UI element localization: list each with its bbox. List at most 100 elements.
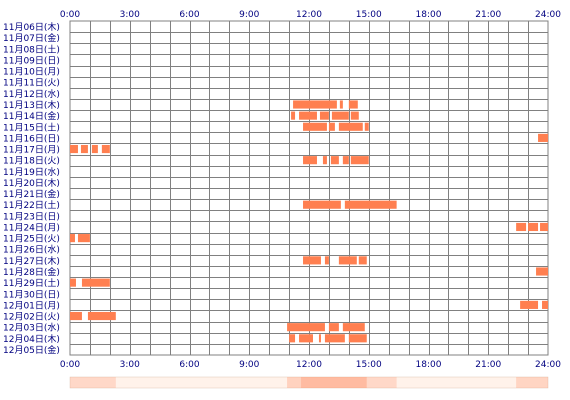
x-tick-label-bottom: 21:00 — [475, 360, 501, 370]
row-label: 11月19日(水) — [3, 166, 60, 178]
row-label: 11月24日(月) — [3, 222, 60, 233]
x-tick-label-top: 0:00 — [60, 10, 80, 20]
x-tick-label-top: 15:00 — [356, 10, 382, 20]
summary-strip — [69, 376, 549, 389]
activity-bar — [324, 256, 329, 265]
x-tick-label-top: 9:00 — [239, 10, 259, 20]
activity-bar — [70, 144, 78, 154]
activity-bar — [331, 111, 349, 120]
activity-bar — [70, 278, 76, 287]
x-axis-bottom-ticks: 0:00 3:00 6:00 9:00 12:00 15:00 18:00 21:00 24:0… — [60, 360, 561, 370]
activity-bar — [338, 122, 363, 131]
activity-bar — [287, 323, 325, 332]
row-label: 11月27日(木) — [3, 255, 60, 267]
activity-bar — [291, 111, 296, 120]
row-label: 11月07日(金) — [3, 32, 60, 44]
x-tick-label-top: 3:00 — [120, 10, 140, 20]
activity-bar — [299, 111, 317, 120]
activity-bar — [339, 100, 343, 109]
x-tick-label-top: 21:00 — [475, 10, 501, 20]
activity-bar — [319, 111, 329, 120]
activity-bar — [330, 156, 339, 165]
activity-bar — [350, 111, 359, 120]
activity-bar — [328, 323, 339, 332]
activity-bar — [328, 122, 335, 131]
row-label: 11月11日(火) — [3, 78, 60, 89]
activity-bar — [101, 144, 110, 154]
x-tick-label-bottom: 9:00 — [239, 360, 259, 370]
x-tick-label-top: 6:00 — [179, 10, 199, 20]
activity-bar — [70, 311, 82, 321]
row-label: 11月13日(木) — [3, 99, 60, 111]
activity-bar — [70, 234, 75, 243]
summary-strip-segment — [301, 377, 367, 388]
activity-bar — [303, 156, 317, 165]
activity-bar — [303, 122, 327, 131]
row-label: 11月23日(日) — [3, 211, 60, 222]
activity-bar — [87, 311, 116, 321]
row-label: 11月12日(水) — [3, 88, 60, 100]
summary-strip-background — [69, 376, 549, 389]
activity-bar — [91, 144, 98, 154]
row-label: 11月26日(水) — [3, 244, 60, 256]
row-label: 11月17日(月) — [3, 145, 60, 156]
activity-bar — [299, 334, 313, 343]
row-label: 12月04日(木) — [3, 333, 60, 345]
row-label: 12月03日(水) — [3, 322, 60, 334]
activity-bar — [318, 334, 321, 343]
row-labels: 11月06日(木)11月07日(金)11月08日(土)11月09日(日) 11月1… — [3, 21, 60, 356]
activity-bars — [70, 100, 548, 343]
row-label: 11月08日(土) — [3, 43, 60, 55]
x-tick-label-bottom: 0:00 — [60, 360, 80, 370]
activity-bar — [542, 300, 548, 309]
x-tick-label-top: 18:00 — [416, 10, 442, 20]
activity-bar — [322, 156, 327, 165]
activity-bar — [80, 144, 88, 154]
activity-bar — [344, 200, 397, 209]
row-label: 11月30日(日) — [3, 289, 60, 300]
activity-bar — [342, 156, 349, 165]
row-label: 11月15日(土) — [3, 121, 60, 133]
activity-bar — [358, 256, 367, 265]
activity-bar — [289, 334, 296, 343]
row-label: 11月21日(金) — [3, 188, 60, 200]
x-tick-label-bottom: 15:00 — [356, 360, 382, 370]
activity-bar — [303, 256, 321, 265]
activity-bar — [364, 122, 369, 131]
summary-strip-segment — [287, 377, 302, 388]
row-label: 11月29日(土) — [3, 277, 60, 289]
activity-bar — [348, 334, 367, 343]
activity-bar — [538, 133, 548, 142]
x-axis-top-ticks: 0:00 3:00 6:00 9:00 12:00 15:00 18:00 21:00 24:0… — [60, 10, 561, 20]
row-label: 12月02日(火) — [3, 312, 60, 323]
activity-bar — [350, 156, 369, 165]
summary-strip-segment — [366, 377, 397, 388]
x-tick-label-bottom: 12:00 — [296, 360, 322, 370]
row-label: 11月22日(土) — [3, 199, 60, 211]
summary-strip-segment — [116, 377, 287, 388]
x-tick-label-bottom: 3:00 — [120, 360, 140, 370]
x-tick-label-top: 24:00 — [535, 10, 561, 20]
row-label: 11月06日(木) — [3, 21, 60, 33]
grid — [69, 20, 549, 356]
activity-bar — [81, 278, 110, 287]
x-tick-label-top: 12:00 — [296, 10, 322, 20]
x-tick-label-bottom: 18:00 — [416, 360, 442, 370]
activity-bar — [303, 200, 341, 209]
row-label: 11月16日(日) — [3, 133, 60, 144]
summary-strip-segment — [397, 377, 516, 388]
row-label: 11月14日(金) — [3, 110, 60, 122]
row-label: 11月09日(日) — [3, 55, 60, 66]
row-label: 11月25日(火) — [3, 234, 60, 245]
activity-bar — [293, 100, 337, 109]
x-tick-label-bottom: 24:00 — [535, 360, 561, 370]
row-label: 11月28日(金) — [3, 266, 60, 278]
activity-bar — [338, 256, 357, 265]
activity-bar — [528, 222, 539, 232]
row-label: 12月01日(月) — [3, 300, 60, 311]
activity-bar — [540, 222, 548, 232]
activity-bar — [342, 323, 365, 332]
x-tick-label-bottom: 6:00 — [179, 360, 199, 370]
row-label: 11月20日(木) — [3, 177, 60, 189]
